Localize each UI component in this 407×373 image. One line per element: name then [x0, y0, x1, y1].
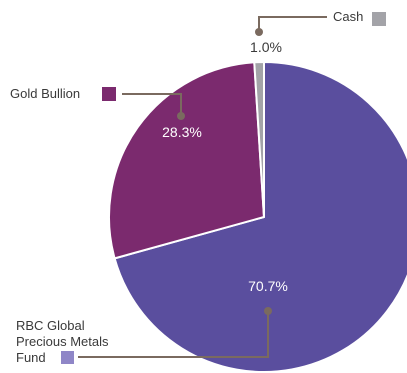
legend-swatch-rbc-global-precious-metals-fund: [61, 351, 74, 364]
category-label-cash: Cash: [333, 9, 363, 24]
leader-dot-cash: [255, 28, 263, 36]
category-label-rbc-global-precious-metals-fund: RBC Global: [16, 318, 85, 333]
category-label-rbc-global-precious-metals-fund: Fund: [16, 350, 46, 365]
leader-line-rbc-global-precious-metals-fund: [78, 311, 269, 358]
leader-line-gold-bullion: [122, 93, 182, 116]
pie-slice-cash: [253, 61, 265, 218]
category-label-gold-bullion: Gold Bullion: [10, 86, 80, 101]
legend-swatch-gold-bullion: [102, 87, 116, 101]
legend-swatch-cash: [372, 12, 386, 26]
category-label-rbc-global-precious-metals-fund: Precious Metals: [16, 334, 109, 349]
value-label-rbc-global-precious-metals-fund: 70.7%: [248, 278, 288, 294]
leader-dot-rbc-global-precious-metals-fund: [264, 307, 272, 315]
leader-dot-gold-bullion: [177, 112, 185, 120]
pie-slice-gold-bullion: [108, 61, 265, 260]
value-label-cash: 1.0%: [250, 39, 282, 55]
pie-slice-rbc-global-precious-metals-fund: [113, 61, 407, 373]
leader-line-cash: [258, 16, 327, 32]
value-label-gold-bullion: 28.3%: [162, 124, 202, 140]
